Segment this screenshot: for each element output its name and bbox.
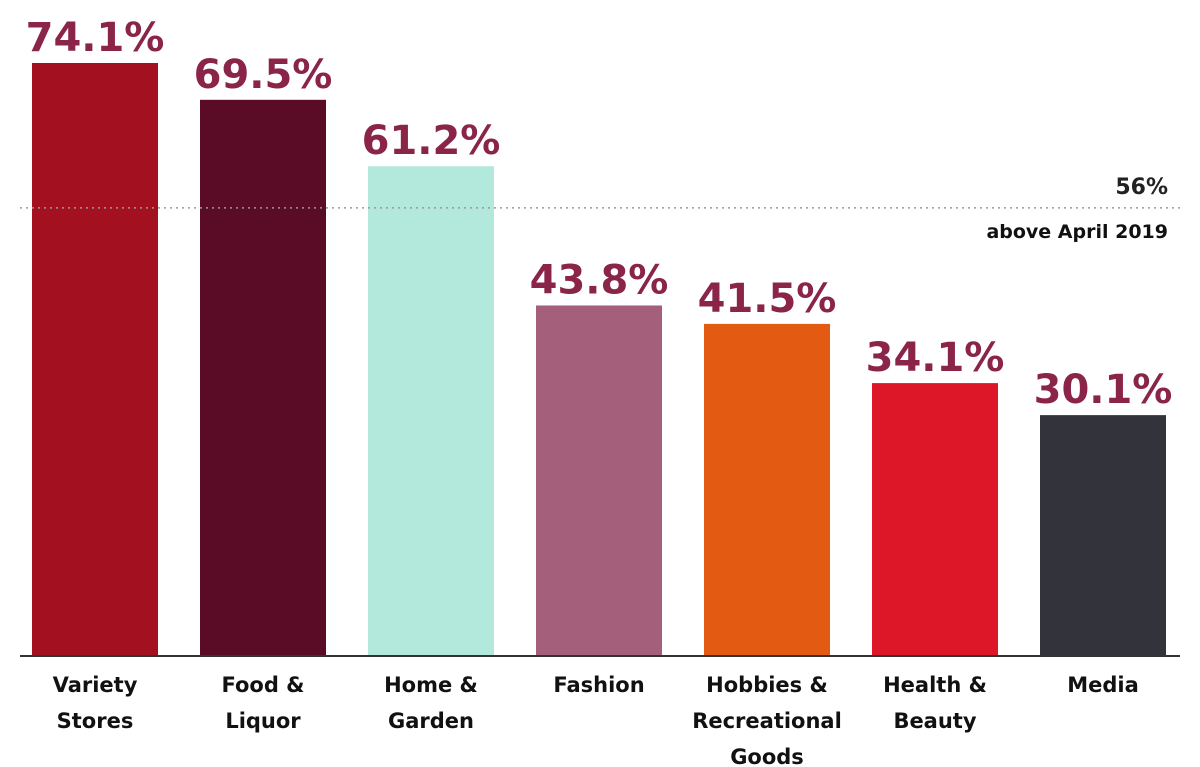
category-label-line: Garden — [388, 709, 474, 733]
category-label-line: Home & — [384, 673, 478, 697]
category-label-line: Beauty — [893, 709, 976, 733]
value-label-5: 34.1% — [866, 335, 1005, 381]
value-label-3: 43.8% — [530, 257, 669, 303]
bar-6 — [1040, 415, 1166, 656]
category-label-line: Liquor — [225, 709, 301, 733]
value-labels-group: 74.1% 69.5% 61.2% 43.8% 41.5% 34.1% 30.1% — [26, 15, 1173, 413]
category-label-2: Home & Garden — [384, 673, 478, 733]
category-label-line: Food & — [221, 673, 304, 697]
bar-0 — [32, 63, 158, 656]
value-label-0: 74.1% — [26, 15, 165, 61]
category-label-line: Hobbies & — [706, 673, 828, 697]
bar-3 — [536, 305, 662, 656]
category-label-5: Health & Beauty — [883, 673, 987, 733]
category-label-1: Food & Liquor — [221, 673, 304, 733]
reference-line-group: 56% above April 2019 — [20, 175, 1180, 243]
bar-4 — [704, 323, 830, 656]
reference-value-label: 56% — [1115, 175, 1168, 200]
category-label-line: Stores — [57, 709, 134, 733]
category-label-6: Media — [1067, 673, 1139, 697]
category-label-line: Recreational — [692, 709, 842, 733]
category-label-line: Media — [1067, 673, 1139, 697]
bar-5 — [872, 383, 998, 656]
category-label-line: Variety — [53, 673, 138, 697]
category-label-line: Fashion — [553, 673, 644, 697]
category-label-3: Fashion — [553, 673, 644, 697]
category-label-4: Hobbies & Recreational Goods — [692, 673, 842, 767]
value-label-1: 69.5% — [194, 52, 333, 98]
category-labels-group: Variety Stores Food & Liquor Home & Garden Fas… — [53, 673, 1139, 767]
value-label-4: 41.5% — [698, 276, 837, 322]
category-label-0: Variety Stores — [53, 673, 138, 733]
category-label-line: Health & — [883, 673, 987, 697]
value-label-2: 61.2% — [362, 118, 501, 164]
category-label-line: Goods — [730, 745, 804, 767]
bar-2 — [368, 166, 494, 657]
reference-line-text: above April 2019 — [986, 221, 1168, 243]
bar-1 — [200, 99, 326, 656]
value-label-6: 30.1% — [1034, 367, 1173, 413]
bars-group — [32, 63, 1166, 657]
